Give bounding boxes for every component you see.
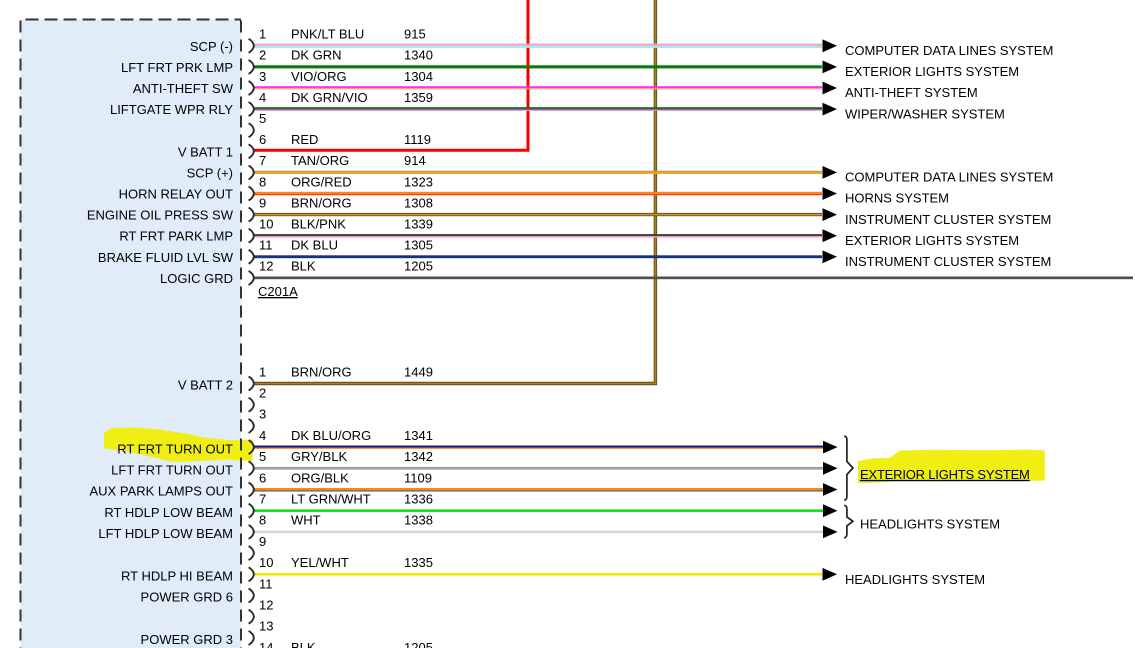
svg-text:1338: 1338	[404, 513, 433, 528]
svg-text:ORG/RED: ORG/RED	[291, 174, 352, 189]
svg-text:8: 8	[259, 174, 266, 189]
svg-text:3: 3	[259, 407, 266, 422]
svg-text:DK GRN/VIO: DK GRN/VIO	[291, 90, 368, 105]
svg-text:1339: 1339	[404, 217, 433, 232]
svg-text:1109: 1109	[404, 470, 432, 485]
svg-text:5: 5	[259, 449, 266, 464]
svg-text:1308: 1308	[404, 195, 433, 210]
svg-text:EXTERIOR LIGHTS SYSTEM: EXTERIOR LIGHTS SYSTEM	[860, 467, 1030, 482]
svg-text:4: 4	[259, 90, 266, 105]
svg-text:RED: RED	[291, 132, 318, 147]
svg-text:POWER GRD 3: POWER GRD 3	[141, 632, 233, 647]
svg-text:PNK/LT BLU: PNK/LT BLU	[291, 27, 364, 42]
svg-text:1359: 1359	[404, 90, 433, 105]
svg-text:2: 2	[259, 386, 266, 401]
svg-text:1205: 1205	[404, 640, 433, 648]
svg-text:6: 6	[259, 132, 266, 147]
svg-text:12: 12	[259, 598, 273, 613]
svg-text:12: 12	[259, 259, 273, 274]
svg-text:HEADLIGHTS SYSTEM: HEADLIGHTS SYSTEM	[845, 572, 985, 587]
svg-text:10: 10	[259, 555, 273, 570]
svg-text:RT HDLP HI BEAM: RT HDLP HI BEAM	[121, 569, 233, 584]
svg-text:POWER GRD 6: POWER GRD 6	[141, 590, 233, 605]
svg-text:LFT HDLP LOW BEAM: LFT HDLP LOW BEAM	[98, 526, 233, 541]
svg-text:RT FRT PARK LMP: RT FRT PARK LMP	[119, 229, 233, 244]
svg-text:6: 6	[259, 470, 266, 485]
svg-text:LFT FRT PRK LMP: LFT FRT PRK LMP	[121, 60, 233, 75]
svg-text:11: 11	[259, 576, 273, 591]
svg-text:RT HDLP LOW BEAM: RT HDLP LOW BEAM	[104, 505, 233, 520]
svg-text:DK BLU: DK BLU	[291, 238, 338, 253]
svg-text:SCP (-): SCP (-)	[190, 39, 233, 54]
svg-text:BLK: BLK	[291, 640, 316, 648]
svg-text:1342: 1342	[404, 449, 433, 464]
svg-text:13: 13	[259, 619, 273, 634]
svg-text:INSTRUMENT CLUSTER SYSTEM: INSTRUMENT CLUSTER SYSTEM	[845, 212, 1051, 227]
svg-text:ORG/BLK: ORG/BLK	[291, 470, 349, 485]
svg-text:BLK: BLK	[291, 259, 316, 274]
svg-text:LOGIC GRD: LOGIC GRD	[160, 271, 233, 286]
svg-text:C201A: C201A	[258, 284, 298, 299]
svg-text:LFT FRT TURN OUT: LFT FRT TURN OUT	[111, 463, 233, 478]
svg-text:4: 4	[259, 428, 266, 443]
svg-text:914: 914	[404, 153, 426, 168]
svg-text:HEADLIGHTS SYSTEM: HEADLIGHTS SYSTEM	[860, 517, 1000, 532]
svg-text:YEL/WHT: YEL/WHT	[291, 555, 349, 570]
svg-text:BRN/ORG: BRN/ORG	[291, 364, 352, 379]
svg-text:8: 8	[259, 513, 266, 528]
svg-text:9: 9	[259, 195, 266, 210]
svg-text:AUX PARK LAMPS OUT: AUX PARK LAMPS OUT	[89, 484, 233, 499]
svg-text:1323: 1323	[404, 174, 433, 189]
svg-text:1205: 1205	[404, 259, 433, 274]
svg-text:BLK/PNK: BLK/PNK	[291, 217, 346, 232]
svg-text:11: 11	[259, 238, 273, 253]
svg-text:GRY/BLK: GRY/BLK	[291, 449, 347, 464]
svg-text:LT GRN/WHT: LT GRN/WHT	[291, 492, 371, 507]
svg-text:1341: 1341	[404, 428, 433, 443]
svg-text:DK GRN: DK GRN	[291, 48, 342, 63]
svg-text:RT FRT TURN OUT: RT FRT TURN OUT	[117, 441, 233, 456]
svg-text:7: 7	[259, 153, 266, 168]
svg-text:BRN/ORG: BRN/ORG	[291, 195, 352, 210]
svg-text:V BATT 2: V BATT 2	[178, 378, 233, 393]
svg-text:LIFTGATE WPR RLY: LIFTGATE WPR RLY	[110, 102, 233, 117]
svg-text:1: 1	[259, 364, 266, 379]
svg-text:1335: 1335	[404, 555, 433, 570]
svg-text:5: 5	[259, 111, 266, 126]
svg-text:WIPER/WASHER SYSTEM: WIPER/WASHER SYSTEM	[845, 106, 1005, 121]
svg-text:2: 2	[259, 48, 266, 63]
svg-text:VIO/ORG: VIO/ORG	[291, 69, 347, 84]
svg-text:WHT: WHT	[291, 513, 321, 528]
svg-text:HORNS SYSTEM: HORNS SYSTEM	[845, 191, 949, 206]
svg-text:COMPUTER DATA LINES SYSTEM: COMPUTER DATA LINES SYSTEM	[845, 43, 1053, 58]
svg-text:EXTERIOR LIGHTS SYSTEM: EXTERIOR LIGHTS SYSTEM	[845, 233, 1019, 248]
svg-text:COMPUTER DATA LINES SYSTEM: COMPUTER DATA LINES SYSTEM	[845, 170, 1053, 185]
svg-text:ANTI-THEFT SW: ANTI-THEFT SW	[133, 81, 234, 96]
svg-text:10: 10	[259, 217, 273, 232]
svg-text:SCP (+): SCP (+)	[187, 165, 233, 180]
svg-text:1119: 1119	[404, 132, 431, 147]
svg-text:DK BLU/ORG: DK BLU/ORG	[291, 428, 371, 443]
svg-text:7: 7	[259, 492, 266, 507]
svg-text:9: 9	[259, 534, 266, 549]
svg-text:ANTI-THEFT SYSTEM: ANTI-THEFT SYSTEM	[845, 85, 978, 100]
svg-text:EXTERIOR LIGHTS SYSTEM: EXTERIOR LIGHTS SYSTEM	[845, 64, 1019, 79]
svg-text:1449: 1449	[404, 364, 433, 379]
svg-text:1336: 1336	[404, 492, 433, 507]
svg-text:1340: 1340	[404, 48, 433, 63]
svg-text:3: 3	[259, 69, 266, 84]
svg-text:INSTRUMENT CLUSTER SYSTEM: INSTRUMENT CLUSTER SYSTEM	[845, 254, 1051, 269]
svg-text:915: 915	[404, 27, 426, 42]
svg-text:14: 14	[259, 640, 273, 648]
svg-text:1305: 1305	[404, 238, 433, 253]
svg-text:V BATT 1: V BATT 1	[178, 144, 233, 159]
svg-text:TAN/ORG: TAN/ORG	[291, 153, 349, 168]
svg-text:1304: 1304	[404, 69, 433, 84]
svg-text:BRAKE FLUID LVL SW: BRAKE FLUID LVL SW	[98, 250, 234, 265]
svg-text:1: 1	[259, 27, 266, 42]
svg-text:ENGINE OIL PRESS SW: ENGINE OIL PRESS SW	[87, 208, 234, 223]
svg-text:HORN RELAY OUT: HORN RELAY OUT	[119, 187, 233, 202]
